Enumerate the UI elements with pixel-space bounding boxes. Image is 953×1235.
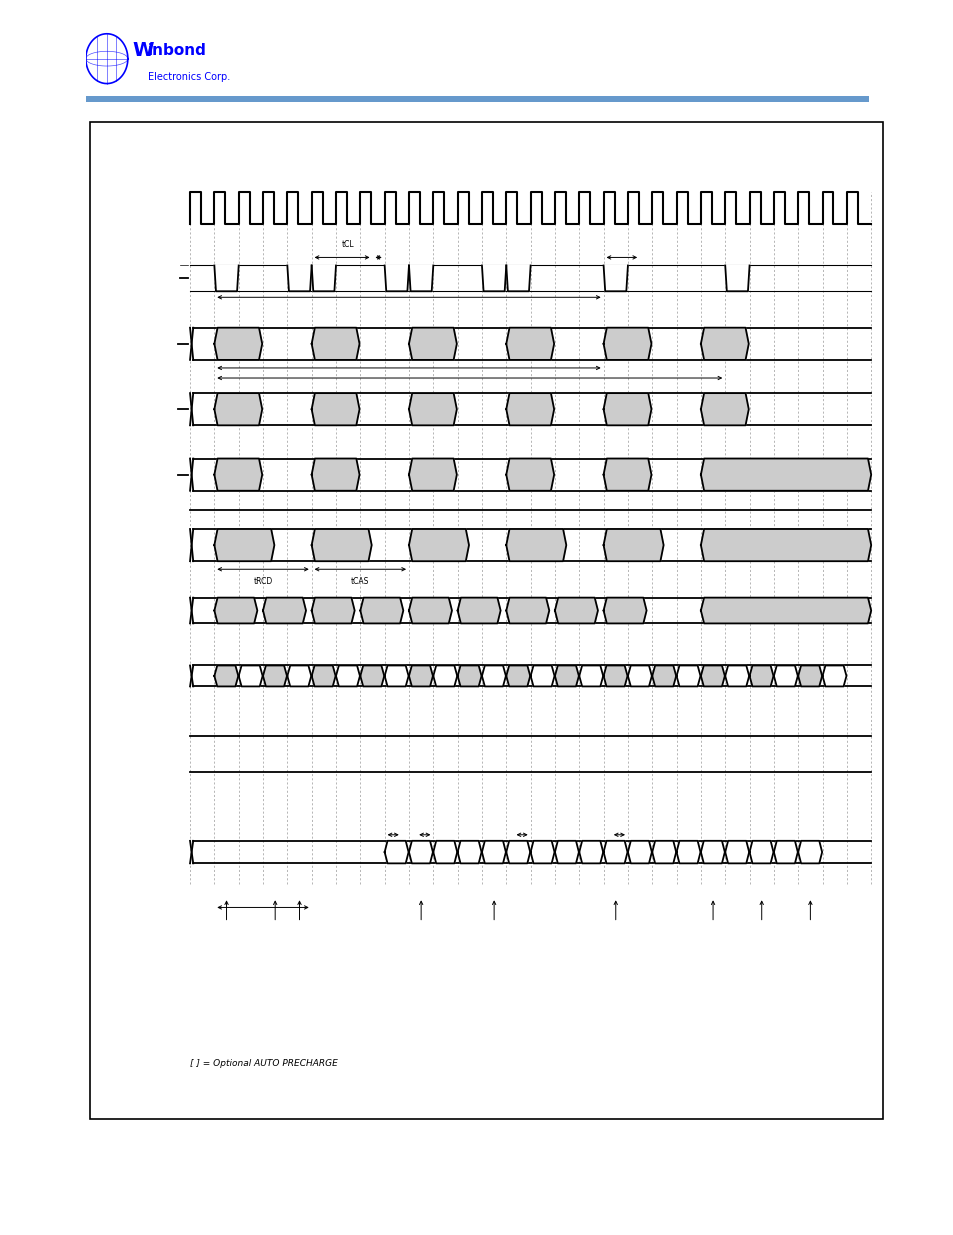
Polygon shape xyxy=(798,666,821,687)
Polygon shape xyxy=(749,666,773,687)
Polygon shape xyxy=(603,598,646,624)
Polygon shape xyxy=(409,529,469,561)
Polygon shape xyxy=(530,666,554,687)
Polygon shape xyxy=(384,266,409,291)
Polygon shape xyxy=(360,598,403,624)
Polygon shape xyxy=(506,529,566,561)
Polygon shape xyxy=(481,666,505,687)
Text: Electronics Corp.: Electronics Corp. xyxy=(148,72,230,82)
Polygon shape xyxy=(724,266,749,291)
Polygon shape xyxy=(312,393,359,425)
Polygon shape xyxy=(214,529,274,561)
Polygon shape xyxy=(700,393,748,425)
Polygon shape xyxy=(652,666,676,687)
Polygon shape xyxy=(312,529,372,561)
Polygon shape xyxy=(312,598,355,624)
Polygon shape xyxy=(700,327,748,359)
Polygon shape xyxy=(433,841,456,863)
Polygon shape xyxy=(409,841,433,863)
Polygon shape xyxy=(312,458,359,490)
Polygon shape xyxy=(773,841,797,863)
Polygon shape xyxy=(214,327,262,359)
Polygon shape xyxy=(409,458,456,490)
Polygon shape xyxy=(287,666,311,687)
Polygon shape xyxy=(603,458,651,490)
Polygon shape xyxy=(433,666,456,687)
Polygon shape xyxy=(506,327,554,359)
Polygon shape xyxy=(700,598,870,624)
Polygon shape xyxy=(312,666,335,687)
Text: inbond: inbond xyxy=(148,43,207,58)
Text: W: W xyxy=(132,41,154,61)
Polygon shape xyxy=(409,598,452,624)
Polygon shape xyxy=(506,598,549,624)
Polygon shape xyxy=(676,666,700,687)
Polygon shape xyxy=(578,841,602,863)
Text: tCL: tCL xyxy=(341,241,355,249)
Polygon shape xyxy=(603,841,627,863)
Polygon shape xyxy=(506,666,530,687)
Polygon shape xyxy=(214,598,257,624)
Polygon shape xyxy=(724,666,748,687)
Polygon shape xyxy=(457,598,500,624)
Polygon shape xyxy=(409,266,433,291)
Polygon shape xyxy=(214,666,238,687)
Polygon shape xyxy=(506,393,554,425)
Polygon shape xyxy=(457,841,481,863)
Polygon shape xyxy=(335,666,359,687)
Polygon shape xyxy=(506,266,530,291)
Polygon shape xyxy=(603,666,627,687)
Polygon shape xyxy=(627,841,651,863)
Polygon shape xyxy=(700,458,870,490)
Polygon shape xyxy=(409,666,433,687)
Polygon shape xyxy=(530,841,554,863)
Polygon shape xyxy=(603,393,651,425)
Polygon shape xyxy=(627,666,651,687)
Polygon shape xyxy=(409,327,456,359)
Polygon shape xyxy=(214,266,238,291)
Polygon shape xyxy=(481,266,506,291)
Polygon shape xyxy=(603,327,651,359)
Polygon shape xyxy=(773,666,797,687)
Polygon shape xyxy=(481,841,505,863)
Polygon shape xyxy=(555,666,578,687)
Polygon shape xyxy=(214,458,262,490)
Polygon shape xyxy=(700,666,724,687)
Polygon shape xyxy=(360,666,384,687)
Polygon shape xyxy=(555,841,578,863)
Polygon shape xyxy=(384,841,408,863)
Polygon shape xyxy=(263,666,287,687)
Text: tCAS: tCAS xyxy=(351,577,369,587)
Polygon shape xyxy=(238,666,262,687)
Text: [ ] = Optional AUTO PRECHARGE: [ ] = Optional AUTO PRECHARGE xyxy=(190,1058,337,1068)
Polygon shape xyxy=(312,266,335,291)
Polygon shape xyxy=(700,529,870,561)
Polygon shape xyxy=(603,529,663,561)
Polygon shape xyxy=(821,666,845,687)
Polygon shape xyxy=(263,598,306,624)
Polygon shape xyxy=(700,841,724,863)
Polygon shape xyxy=(506,841,530,863)
Polygon shape xyxy=(555,598,598,624)
Text: tRCD: tRCD xyxy=(253,577,273,587)
Polygon shape xyxy=(724,841,748,863)
Polygon shape xyxy=(457,666,481,687)
Polygon shape xyxy=(652,841,676,863)
Polygon shape xyxy=(676,841,700,863)
Polygon shape xyxy=(409,393,456,425)
Polygon shape xyxy=(214,393,262,425)
Polygon shape xyxy=(506,458,554,490)
Polygon shape xyxy=(384,666,408,687)
Polygon shape xyxy=(312,327,359,359)
Polygon shape xyxy=(798,841,821,863)
Polygon shape xyxy=(287,266,312,291)
Polygon shape xyxy=(603,266,627,291)
Polygon shape xyxy=(749,841,773,863)
Polygon shape xyxy=(578,666,602,687)
